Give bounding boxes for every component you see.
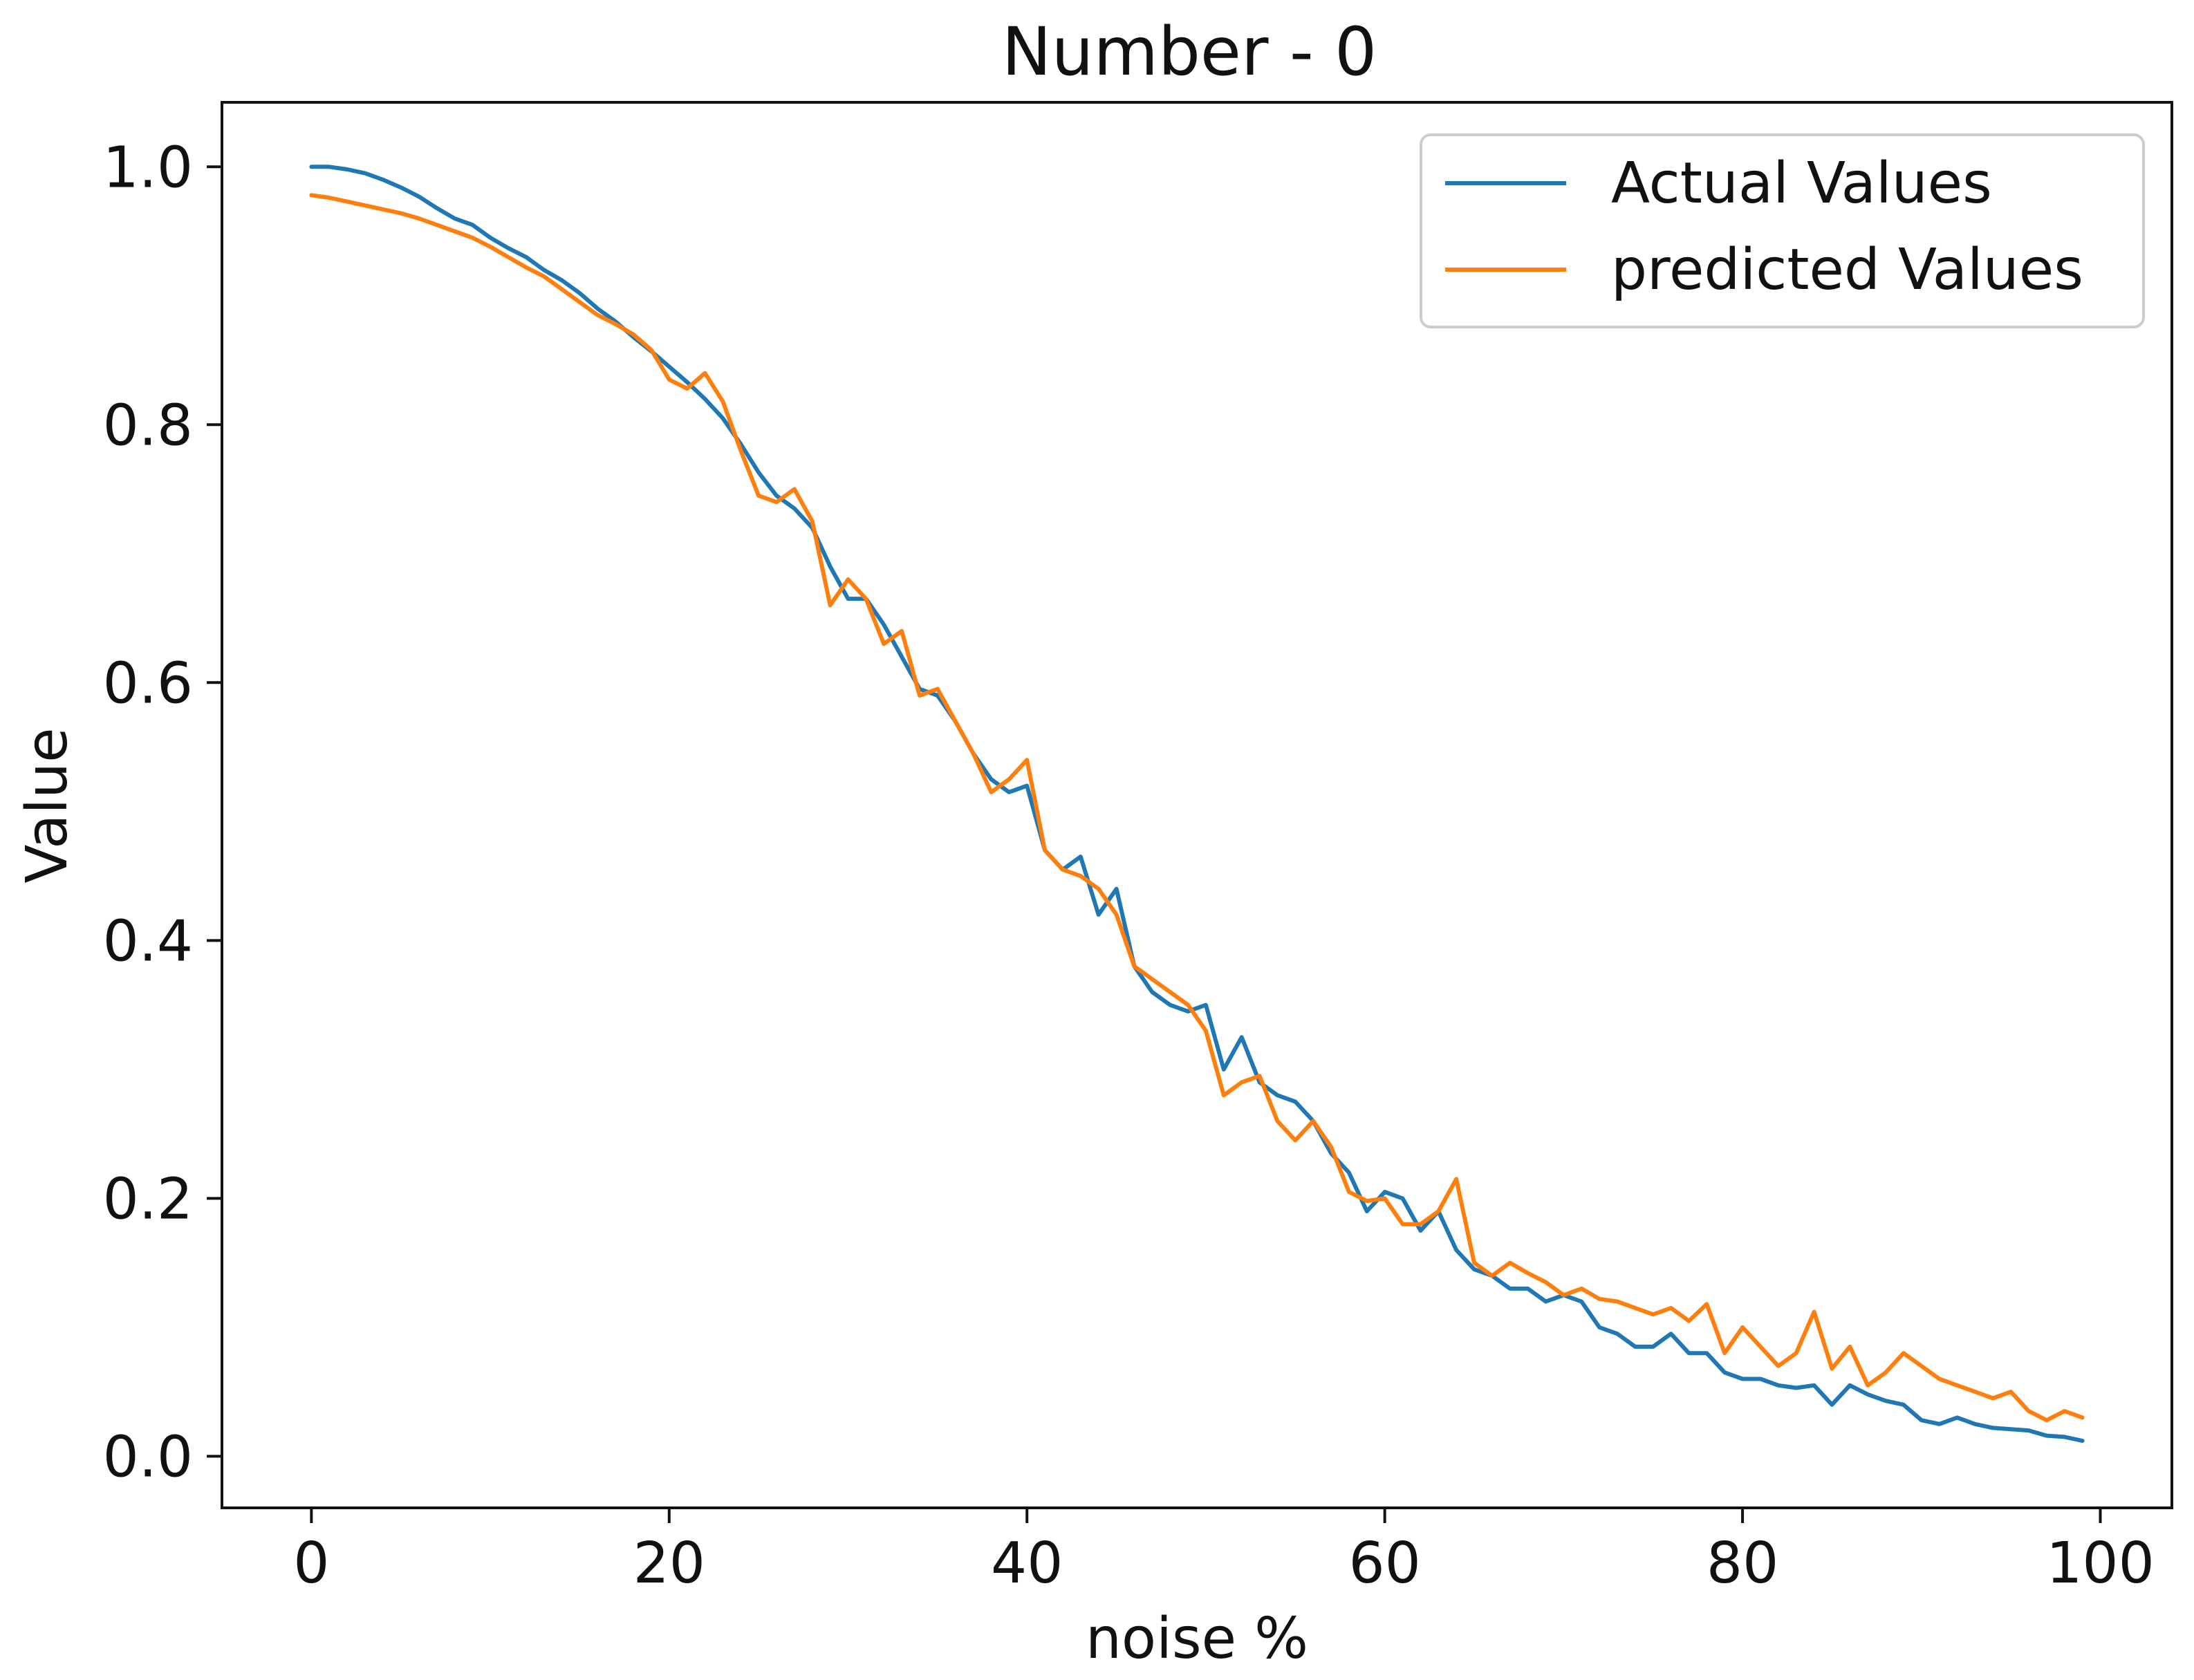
series-line-actual-values [309,165,2085,1443]
chart-title: Number - 0 [1002,13,1377,91]
y-tick-label: 0.0 [103,1424,193,1490]
legend-box [1420,133,2145,328]
x-axis-title: noise % [1086,1606,1308,1672]
legend-label-predicted-values: predicted Values [1611,237,2083,303]
ticks-layer: 0 20 40 60 80 100 0.0 0.2 0.4 0.6 0.8 1.0 [103,135,2155,1596]
x-tick-label: 40 [991,1531,1063,1596]
x-tick-label: 100 [2046,1531,2155,1596]
series-line-predicted-values [309,193,2085,1423]
y-tick-label: 0.4 [103,908,193,974]
y-tick-label: 1.0 [103,135,193,200]
x-tick-label: 80 [1707,1531,1778,1596]
x-tick-label: 60 [1348,1531,1420,1596]
y-tick-label: 0.8 [103,393,193,458]
legend-label-actual-values: Actual Values [1611,151,1992,216]
plot-frame [221,101,2173,1509]
x-tick-label: 0 [293,1531,329,1596]
y-tick-label: 0.2 [103,1166,193,1232]
y-axis-title: Value [15,727,80,883]
series-layer [309,165,2085,1443]
y-tick-label: 0.6 [103,651,193,716]
legend: Actual Values predicted Values [1420,133,2145,328]
x-tick-label: 20 [633,1531,705,1596]
